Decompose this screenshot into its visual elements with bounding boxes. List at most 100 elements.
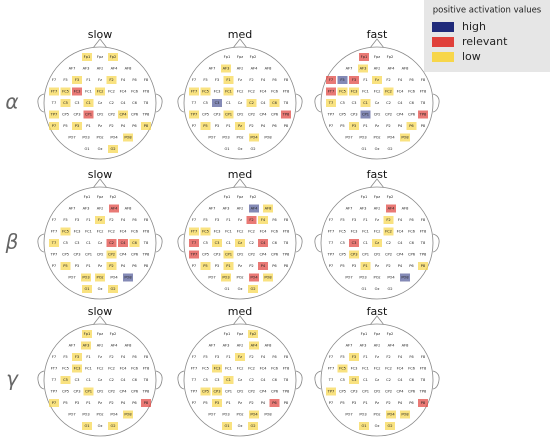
electrode-label: FC1 [225, 367, 232, 371]
activation-cell [72, 87, 82, 96]
activation-cell [108, 53, 118, 61]
activation-cell [235, 239, 245, 247]
electrode-label: Fz [375, 78, 379, 82]
electrode-label: C3 [215, 101, 220, 105]
electrode-label: FC3 [214, 90, 221, 94]
activation-cell [359, 422, 369, 430]
electrode-label: Fpz [374, 195, 380, 199]
activation-cell [200, 122, 211, 130]
activation-cell [358, 64, 368, 73]
activation-cell [418, 262, 428, 270]
electrode-label: AF8 [125, 67, 133, 71]
head-ear [432, 370, 440, 390]
electrode-label: C3 [352, 241, 357, 245]
electrode-label: AF8 [265, 67, 273, 71]
electrode-label: AF3 [223, 67, 230, 71]
electrode-label: CP1 [225, 113, 232, 117]
electrode-label: Fz [238, 218, 242, 222]
electrode-label: CP6 [271, 390, 279, 394]
electrode-label: O1 [224, 287, 229, 291]
electrode-label: FC3 [351, 367, 358, 371]
electrode-label: C6 [409, 378, 415, 382]
head-ear [432, 233, 440, 253]
electrode-label: F3 [215, 355, 219, 359]
panel-title: slow [88, 168, 113, 181]
electrode-label: P3 [352, 264, 356, 268]
electrode-label: P8 [421, 124, 426, 128]
electrode-label: F5 [203, 218, 207, 222]
activation-cell [106, 239, 117, 247]
activation-cell [108, 285, 118, 293]
electrode-label: Fpz [237, 195, 243, 199]
electrode-label: TP8 [419, 253, 427, 257]
activation-cell [360, 110, 371, 119]
electrode-label: FC5 [202, 367, 209, 371]
electrode-label: F2 [386, 218, 390, 222]
electrode-label: CP2 [385, 113, 392, 117]
electrode-label: C5 [340, 101, 345, 105]
electrode-label: F5 [203, 78, 207, 82]
electrode-label: FC3 [74, 367, 81, 371]
activation-cell [83, 110, 94, 119]
electrode-label: FT8 [420, 230, 427, 234]
electrode-label: AF4 [388, 207, 396, 211]
electrode-label: AF3 [360, 67, 367, 71]
electrode-label: P3 [352, 401, 356, 405]
electrode-label: TP7 [50, 390, 58, 394]
panel-title: slow [88, 305, 113, 318]
electrode-label: PO7 [345, 276, 352, 280]
electrode-label: FC5 [202, 90, 209, 94]
electrode-label: AF3 [223, 207, 230, 211]
electrode-label: P3 [75, 264, 79, 268]
electrode-label: C5 [63, 378, 68, 382]
activation-cell [108, 145, 118, 153]
electrode-label: P5 [63, 401, 67, 405]
electrode-label: PO4 [110, 413, 118, 417]
electrode-label: AF3 [360, 344, 367, 348]
electrode-label: F4 [261, 78, 266, 82]
electrode-label: PO3 [82, 413, 89, 417]
electrode-label: F4 [398, 355, 403, 359]
electrode-label: Oz [375, 147, 380, 151]
activation-cell [223, 87, 234, 96]
electrode-label: P6 [272, 124, 277, 128]
electrode-label: O1 [224, 424, 229, 428]
electrode-label: FC3 [74, 230, 81, 234]
electrode-label: C6 [272, 378, 278, 382]
electrode-label: C3 [215, 378, 220, 382]
activation-cell [81, 273, 91, 282]
electrode-label: CP4 [397, 390, 405, 394]
electrode-label: Oz [375, 424, 380, 428]
electrode-label: C2 [386, 101, 391, 105]
electrode-label: F4 [398, 78, 403, 82]
activation-cell [81, 341, 91, 350]
electrode-label: F2 [249, 355, 253, 359]
electrode-label: CP6 [271, 113, 279, 117]
electrode-label: Fp1 [84, 195, 91, 199]
electrode-label: P7 [192, 124, 196, 128]
electrode-label: CP4 [397, 113, 405, 117]
electrode-label: Fp1 [224, 332, 231, 336]
electrode-label: F1 [363, 218, 367, 222]
electrode-label: P3 [215, 124, 219, 128]
electrode-label: AF8 [402, 67, 410, 71]
electrode-label: F3 [75, 78, 79, 82]
electrode-label: CPz [374, 390, 381, 394]
electrode-label: C3 [75, 101, 80, 105]
electrode-label: F8 [284, 218, 289, 222]
electrode-label: Cz [98, 101, 103, 105]
head-ear [314, 233, 322, 253]
electrode-label: O2 [387, 147, 392, 151]
activation-cell [258, 216, 268, 224]
electrode-label: Fp2 [110, 195, 117, 199]
electrode-label: CP5 [202, 253, 209, 257]
electrode-label: CP5 [62, 390, 69, 394]
electrode-label: FC2 [108, 90, 115, 94]
electrode-label: Fpz [97, 332, 103, 336]
electrode-label: PO3 [359, 276, 366, 280]
electrode-label: AFz [237, 344, 244, 348]
activation-cell [60, 87, 71, 96]
electrode-label: P2 [109, 124, 113, 128]
electrode-label: F1 [86, 218, 90, 222]
